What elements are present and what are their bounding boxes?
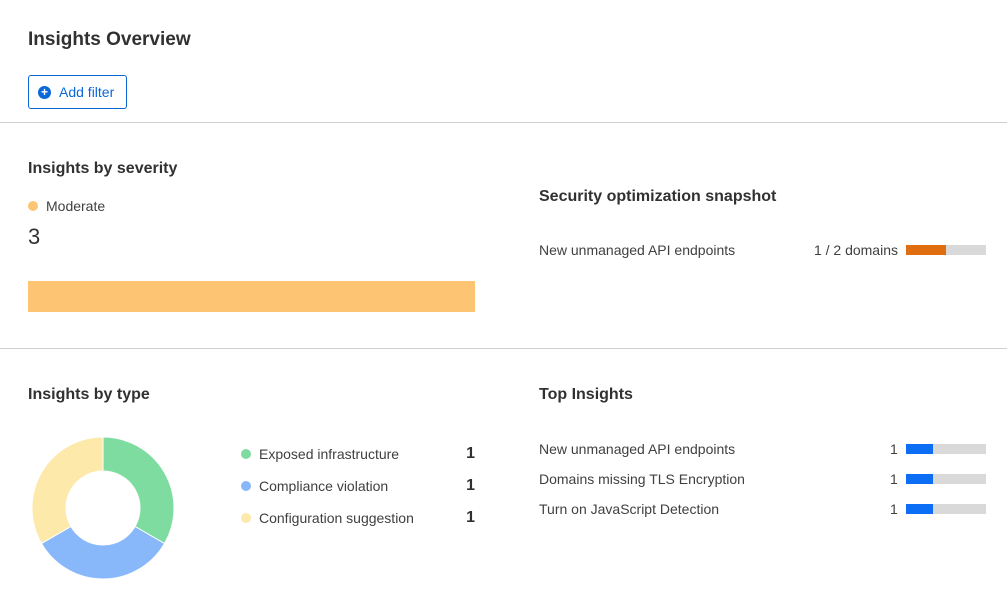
divider <box>0 348 1007 349</box>
add-filter-label: Add filter <box>59 84 115 100</box>
legend-value: 1 <box>466 477 475 494</box>
severity-bar[interactable] <box>28 281 475 312</box>
top-insight-bar <box>906 504 986 514</box>
top-insight-label[interactable]: New unmanaged API endpoints <box>539 441 736 457</box>
severity-legend: Moderate <box>28 198 105 214</box>
snapshot-progress-bar <box>906 245 986 255</box>
legend-item[interactable]: Compliance violation 1 <box>241 477 475 495</box>
type-donut-chart <box>31 436 175 580</box>
page-title: Insights Overview <box>28 29 191 50</box>
legend-value: 1 <box>466 445 475 462</box>
legend-dot-icon <box>241 481 251 491</box>
legend-label: Configuration suggestion <box>259 510 414 526</box>
donut-slice[interactable] <box>31 436 104 545</box>
top-insight-value: 1 <box>890 501 898 517</box>
top-insight-bar <box>906 444 986 454</box>
legend-dot-icon <box>241 449 251 459</box>
severity-title: Insights by severity <box>28 160 178 177</box>
donut-slice[interactable] <box>40 525 166 580</box>
snapshot-title: Security optimization snapshot <box>539 188 777 205</box>
divider <box>0 122 1007 123</box>
snapshot-item-value: 1 / 2 domains <box>813 242 898 258</box>
legend-item[interactable]: Configuration suggestion 1 <box>241 509 475 527</box>
top-insight-bar <box>906 474 986 484</box>
moderate-dot-icon <box>28 201 38 211</box>
legend-label: Compliance violation <box>259 478 389 494</box>
plus-circle-icon: + <box>38 85 51 99</box>
snapshot-item-label: New unmanaged API endpoints <box>539 242 736 258</box>
severity-level: Moderate <box>46 198 106 214</box>
top-insight-value: 1 <box>890 441 898 457</box>
top-insight-value: 1 <box>890 471 898 487</box>
legend-item[interactable]: Exposed infrastructure 1 <box>241 445 475 463</box>
add-filter-button[interactable]: + Add filter <box>28 75 127 109</box>
top-insight-label[interactable]: Domains missing TLS Encryption <box>539 471 745 487</box>
legend-label: Exposed infrastructure <box>259 446 400 462</box>
legend-dot-icon <box>241 513 251 523</box>
legend-value: 1 <box>466 509 475 526</box>
severity-count: 3 <box>28 224 41 249</box>
top-insight-label[interactable]: Turn on JavaScript Detection <box>539 501 720 517</box>
by-type-title: Insights by type <box>28 386 150 403</box>
donut-slice[interactable] <box>102 436 175 545</box>
top-insights-title: Top Insights <box>539 386 633 403</box>
